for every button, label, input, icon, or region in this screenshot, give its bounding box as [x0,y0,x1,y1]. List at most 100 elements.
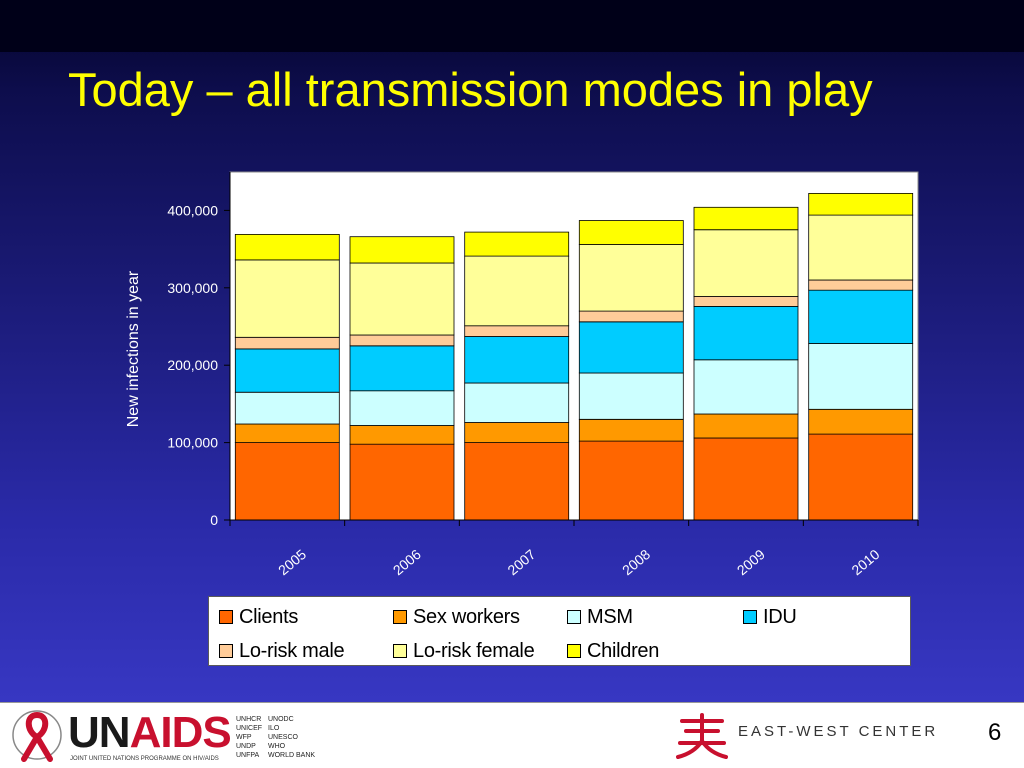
x-tick-label: 2007 [504,546,538,578]
bar-segment-lo-risk-female-2009 [693,229,799,297]
legend-label: IDU [763,605,797,628]
cosponsor-name: UNHCR [236,716,262,723]
bar-segment-idu-2006 [349,345,455,392]
bar-segment-lo-risk-female-2007 [464,255,570,327]
y-ticks-group: 0 100,000 200,000 300,000 400,000 [167,202,230,528]
cosponsor-name: WFP [236,734,252,741]
legend-item-lo-risk-female: Lo-risk female [393,639,535,663]
bar-segment-idu-2010 [808,289,914,344]
legend-label: MSM [587,605,633,628]
cosponsor-name: WORLD BANK [268,752,316,759]
bar-segment-lo-risk-male-2010 [808,279,914,291]
legend-item-idu: IDU [743,605,797,629]
x-tick-label: 2010 [848,546,882,578]
bar-segment-children-2007 [464,231,570,257]
unaids-wordmark: UNAIDS [68,708,232,757]
cosponsor-name: WHO [268,743,286,750]
east-west-center-emblem-icon [676,713,728,759]
bar-segment-clients-2010 [808,433,914,521]
legend-label: Clients [239,605,299,628]
bar-segment-lo-risk-male-2008 [578,310,684,323]
bar-segment-children-2009 [693,206,799,231]
cosponsor-name: UNESCO [268,734,298,741]
x-tick-label: 2005 [275,546,309,578]
bar-segment-children-2006 [349,236,455,264]
y-tick-label: 400,000 [167,202,218,218]
bar-segment-children-2008 [578,220,684,245]
cosponsor-name: ILO [268,725,280,732]
cosponsor-name: UNDP [236,743,256,750]
slide-number: 6 [988,719,1002,746]
bar-segment-lo-risk-female-2005 [234,259,340,338]
bar-segment-idu-2009 [693,305,799,361]
bar-segment-lo-risk-male-2007 [464,325,570,337]
cosponsor-name: UNFPA [236,752,260,759]
bars-group [234,192,914,521]
x-tick-label: 2006 [390,546,424,578]
legend-swatch [567,610,581,624]
legend-item-clients: Clients [219,605,298,629]
bar-segment-lo-risk-female-2006 [349,262,455,336]
bar-segment-msm-2007 [464,382,570,423]
y-axis-label: New infections in year [125,270,142,427]
bar-segment-msm-2009 [693,359,799,415]
bar-segment-sex-workers-2007 [464,422,570,444]
bar-segment-lo-risk-female-2010 [808,214,914,281]
y-tick-label: 200,000 [167,357,218,373]
legend-item-lo-risk-male: Lo-risk male [219,639,345,663]
bar-segment-sex-workers-2005 [234,423,340,444]
slide-title: Today – all transmission modes in play [68,63,873,116]
bar-segment-sex-workers-2010 [808,408,914,435]
chart-legend: Clients Sex workers MSM IDU Lo-risk male… [208,596,911,666]
legend-label: Sex workers [413,605,520,628]
legend-label: Children [587,639,660,662]
bar-segment-clients-2006 [349,443,455,521]
bar-segment-sex-workers-2006 [349,425,455,445]
legend-swatch [567,644,581,658]
legend-item-sex-workers: Sex workers [393,605,520,629]
cosponsor-name: UNICEF [236,725,263,732]
unaids-tagline: JOINT UNITED NATIONS PROGRAMME ON HIV/AI… [70,756,219,762]
legend-swatch [219,610,233,624]
footer-logo-bar: UNAIDS JOINT UNITED NATIONS PROGRAMME ON… [0,702,1024,768]
x-tick-label: 2008 [619,546,653,578]
plot-area [229,171,919,521]
legend-swatch [393,644,407,658]
bar-segment-clients-2009 [693,437,799,521]
bar-segment-msm-2008 [578,372,684,420]
bar-segment-children-2010 [808,192,914,216]
y-tick-label: 100,000 [167,435,218,451]
bar-segment-clients-2008 [578,440,684,521]
legend-item-msm: MSM [567,605,633,629]
bar-segment-idu-2008 [578,321,684,374]
bar-segment-clients-2005 [234,442,340,521]
bar-segment-msm-2006 [349,390,455,426]
y-tick-label: 300,000 [167,280,218,296]
bar-segment-lo-risk-female-2008 [578,244,684,312]
cosponsor-name: UNODC [268,716,294,723]
legend-swatch [393,610,407,624]
legend-label: Lo-risk female [413,639,535,662]
bar-segment-lo-risk-male-2005 [234,336,340,350]
east-west-center-text: EAST-WEST CENTER [738,723,939,740]
bar-segment-clients-2007 [464,442,570,521]
legend-swatch [743,610,757,624]
x-tick-label: 2009 [734,546,768,578]
bar-segment-idu-2007 [464,336,570,384]
bar-segment-msm-2010 [808,343,914,410]
bar-segment-idu-2005 [234,348,340,393]
legend-label: Lo-risk male [239,639,345,662]
bar-segment-msm-2005 [234,391,340,425]
legend-item-children: Children [567,639,659,663]
red-ribbon-logo-icon [12,710,62,762]
bar-segment-lo-risk-male-2009 [693,295,799,307]
cosponsors-column-1: UNHCR UNICEF WFP UNDP UNFPA [236,715,262,760]
bar-segment-children-2005 [234,233,340,261]
bar-segment-lo-risk-male-2006 [349,334,455,347]
legend-swatch [219,644,233,658]
top-strip [0,0,1024,52]
bar-segment-sex-workers-2009 [693,413,799,439]
cosponsors-column-2: UNODC ILO UNESCO WHO WORLD BANK [268,715,315,760]
x-ticks-group: 2005 2006 2007 2008 2009 2010 [229,520,919,578]
